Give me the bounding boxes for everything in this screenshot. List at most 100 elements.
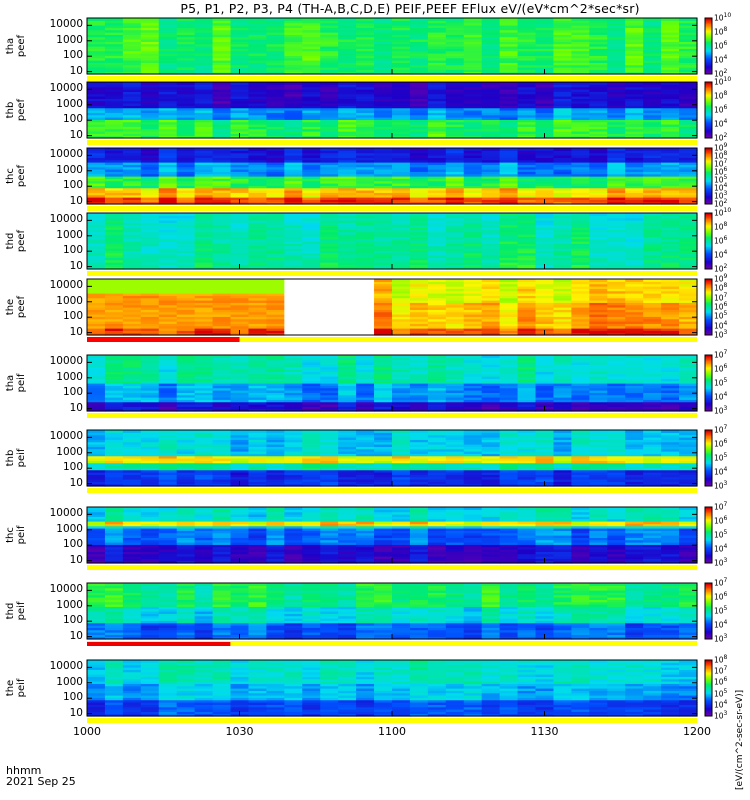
heatmap-cell: [266, 362, 285, 365]
heatmap-cell: [194, 309, 214, 313]
heatmap-cell: [248, 321, 268, 324]
heatmap-cell: [374, 252, 393, 256]
heatmap-cell: [320, 390, 339, 393]
heatmap-cell: [661, 281, 680, 285]
heatmap-cell: [87, 29, 106, 33]
heatmap-cell: [392, 330, 411, 334]
heatmap-cell: [463, 217, 483, 221]
heatmap-cell: [392, 328, 411, 331]
heatmap-cell: [194, 135, 214, 139]
heatmap-cell: [266, 67, 285, 70]
colorbar-swatch: [705, 164, 712, 167]
heatmap-cell: [553, 332, 573, 336]
heatmap-cell: [589, 264, 608, 268]
heatmap-cell: [535, 222, 555, 226]
heatmap-cell: [87, 355, 106, 358]
heatmap-cell: [248, 281, 268, 285]
heatmap-cell: [176, 283, 196, 287]
heatmap-cell: [230, 187, 250, 191]
heatmap-cell: [87, 121, 106, 125]
heatmap-cell: [481, 131, 501, 134]
heatmap-gap: [320, 321, 339, 324]
heatmap-cell: [553, 43, 573, 47]
heatmap-cell: [248, 128, 268, 132]
heatmap-cell: [679, 332, 698, 336]
heatmap-cell: [374, 107, 393, 111]
heatmap-cell: [87, 222, 106, 226]
heatmap-cell: [176, 359, 196, 363]
heatmap-cell: [374, 155, 393, 158]
heatmap-cell: [392, 39, 411, 42]
heatmap-cell: [625, 243, 644, 247]
heatmap-cell: [248, 50, 268, 54]
heatmap-cell: [427, 105, 447, 109]
heatmap-cell: [266, 157, 285, 161]
heatmap-cell: [571, 50, 590, 54]
heatmap-cell: [104, 166, 124, 170]
heatmap-cell: [320, 173, 339, 177]
heatmap-cell: [248, 241, 268, 244]
heatmap-cell: [679, 46, 698, 49]
heatmap-cell: [338, 255, 357, 258]
heatmap-gap: [284, 304, 303, 308]
heatmap-cell: [284, 128, 303, 132]
heatmap-cell: [517, 401, 537, 405]
heatmap-cell: [517, 107, 537, 111]
heatmap-cell: [320, 105, 339, 109]
heatmap-cell: [589, 215, 608, 219]
heatmap-cell: [266, 241, 285, 244]
heatmap-cell: [194, 22, 214, 26]
heatmap-cell: [194, 89, 214, 92]
heatmap-cell: [589, 166, 608, 170]
heatmap-cell: [176, 401, 196, 405]
heatmap-cell: [87, 241, 106, 244]
heatmap-cell: [463, 245, 483, 249]
heatmap-cell: [571, 32, 590, 35]
heatmap-cell: [679, 117, 698, 120]
heatmap-cell: [661, 302, 680, 306]
heatmap-cell: [625, 55, 644, 59]
heatmap-cell: [679, 199, 698, 203]
heatmap-cell: [266, 357, 285, 361]
heatmap-cell: [212, 119, 232, 123]
heatmap-cell: [320, 357, 339, 361]
heatmap-cell: [463, 259, 483, 263]
heatmap-cell: [104, 55, 124, 59]
heatmap-cell: [87, 50, 106, 54]
heatmap-cell: [212, 390, 232, 393]
heatmap-cell: [176, 48, 196, 52]
heatmap-cell: [176, 194, 196, 198]
heatmap-cell: [409, 259, 429, 263]
heatmap-cell: [87, 316, 106, 320]
heatmap-cell: [625, 197, 644, 200]
heatmap-cell: [356, 173, 375, 177]
heatmap-cell: [661, 192, 680, 196]
heatmap-cell: [230, 321, 250, 324]
colorbar-swatch: [705, 118, 712, 121]
heatmap-cell: [409, 297, 429, 301]
heatmap-cell: [499, 166, 519, 170]
heatmap-cell: [392, 255, 411, 258]
heatmap-cell: [392, 404, 411, 407]
heatmap-cell: [140, 171, 160, 175]
heatmap-cell: [445, 236, 465, 240]
heatmap-cell: [517, 295, 537, 299]
heatmap-cell: [87, 297, 106, 301]
heatmap-cell: [140, 295, 160, 299]
heatmap-cell: [625, 241, 644, 244]
heatmap-cell: [517, 376, 537, 379]
heatmap-cell: [176, 135, 196, 139]
heatmap-cell: [553, 178, 573, 182]
heatmap-cell: [463, 288, 483, 292]
heatmap-cell: [248, 131, 268, 134]
heatmap-cell: [284, 394, 303, 398]
heatmap-cell: [427, 43, 447, 47]
heatmap-gap: [302, 283, 321, 287]
heatmap-cell: [176, 105, 196, 109]
heatmap-cell: [104, 266, 124, 270]
heatmap-cell: [607, 217, 626, 221]
heatmap-cell: [176, 121, 196, 125]
heatmap-cell: [230, 399, 250, 403]
heatmap-cell: [661, 328, 680, 331]
heatmap-cell: [87, 25, 106, 28]
